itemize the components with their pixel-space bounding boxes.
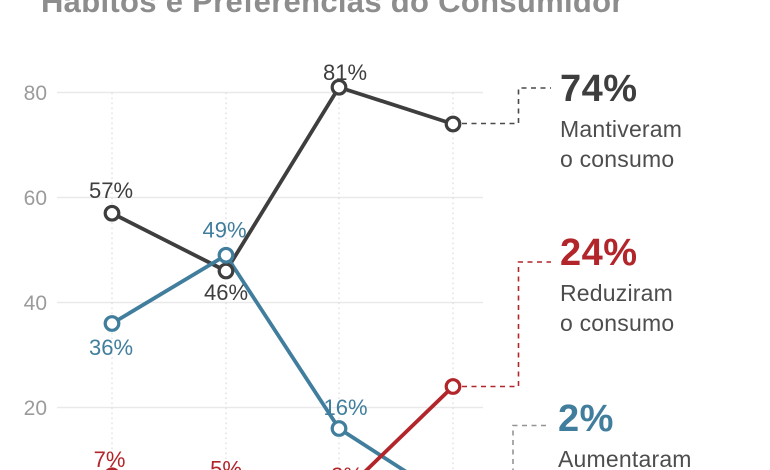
point-label: 36%	[89, 335, 133, 360]
chart-title: Hábitos e Preferências do Consumidor	[41, 0, 624, 19]
data-point-s0-0	[103, 204, 121, 222]
data-point-s1-2	[330, 420, 348, 437]
data-point-s0-1	[217, 262, 235, 280]
callout-value: 74%	[560, 68, 638, 110]
callout-label-line: Aumentaram	[558, 446, 692, 470]
callout-value: 24%	[560, 232, 638, 274]
point-label: 49%	[202, 217, 246, 242]
series-line-2	[363, 384, 455, 470]
connector-aumentaram	[512, 424, 546, 470]
point-label: 46%	[204, 280, 248, 305]
series-line-1	[110, 253, 407, 470]
point-label: 5%	[210, 456, 242, 470]
callout-aumentaram: 2% Aumentaram	[558, 400, 758, 470]
callout-label-line: o consumo	[560, 146, 675, 172]
data-point-s1-0	[103, 315, 121, 332]
point-label: 3%	[331, 463, 363, 470]
y-axis-tick-label: 60	[24, 187, 47, 210]
point-label: 16%	[323, 395, 367, 420]
point-label: 57%	[89, 178, 133, 203]
callout-label-line: Mantiveram	[560, 116, 683, 142]
y-axis-tick-label: 80	[24, 82, 47, 105]
point-label: 81%	[323, 60, 367, 85]
callout-label-line: o consumo	[560, 310, 675, 336]
callout-label-line: Reduziram	[560, 280, 674, 306]
data-point-s0-3	[444, 115, 462, 133]
data-point-s1-1	[217, 246, 235, 264]
data-point-s0-2	[330, 78, 348, 96]
callout-value: 2%	[558, 398, 614, 440]
y-axis-tick-label: 40	[24, 292, 47, 315]
series-line-0	[110, 85, 455, 273]
callout-mantiveram: 74% Mantiveram o consumo	[560, 70, 760, 174]
connector-mantiveram	[462, 87, 551, 125]
point-label: 7%	[94, 447, 126, 470]
y-axis-tick-label: 20	[24, 397, 47, 420]
connector-reduziram	[462, 261, 551, 388]
callout-reduziram: 24% Reduziram o consumo	[560, 234, 760, 338]
data-point-s2-3	[444, 378, 462, 395]
